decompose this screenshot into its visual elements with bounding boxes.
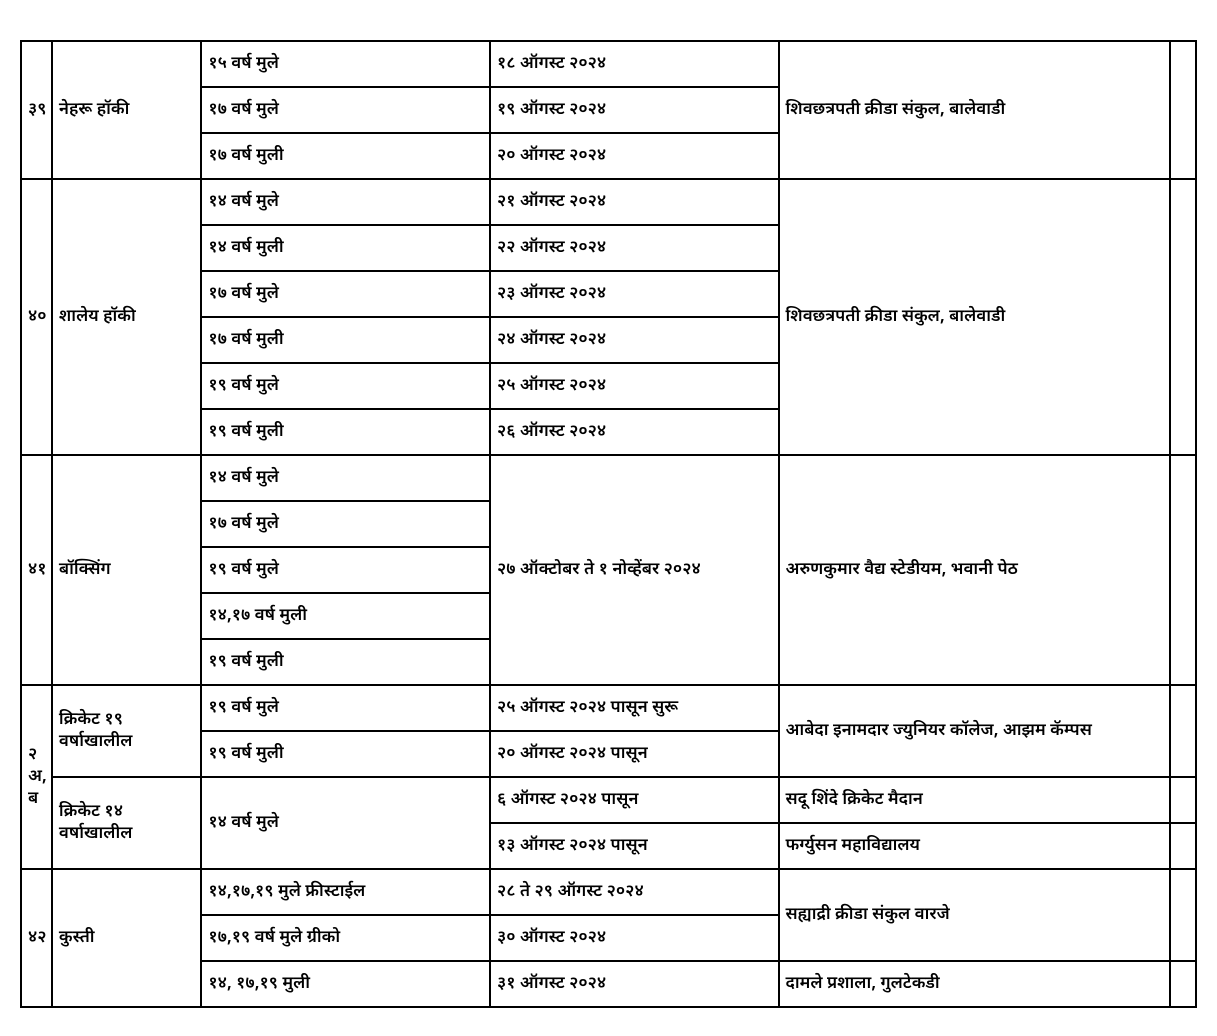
date-cell: ३१ ऑगस्ट २०२४ (490, 961, 779, 1007)
date-cell: २२ ऑगस्ट २०२४ (490, 225, 779, 271)
extra-cell (1170, 455, 1196, 685)
date-cell: २३ ऑगस्ट २०२४ (490, 271, 779, 317)
sport-cell: बॉक्सिंग (52, 455, 201, 685)
age-cell: १९ वर्ष मुले (201, 547, 490, 593)
age-cell: १९ वर्ष मुली (201, 731, 490, 777)
age-cell: १४ वर्ष मुले (201, 455, 490, 501)
venue-cell: शिवछत्रपती क्रीडा संकुल, बालेवाडी (779, 179, 1171, 455)
date-cell: १८ ऑगस्ट २०२४ (490, 41, 779, 87)
venue-cell: सदू शिंदे क्रिकेट मैदान (779, 777, 1171, 823)
age-cell: १९ वर्ष मुले (201, 363, 490, 409)
date-cell: २८ ते २९ ऑगस्ट २०२४ (490, 869, 779, 915)
sr-cell: २ अ, ब (21, 685, 52, 869)
table-row: क्रिकेट १४ वर्षाखालील १४ वर्ष मुले ६ ऑगस… (21, 777, 1196, 823)
extra-cell (1170, 961, 1196, 1007)
age-cell: १४, १७,१९ मुली (201, 961, 490, 1007)
venue-cell: फर्ग्युसन महाविद्यालय (779, 823, 1171, 869)
date-cell: २१ ऑगस्ट २०२४ (490, 179, 779, 225)
sr-cell: ४१ (21, 455, 52, 685)
sr-cell: ३९ (21, 41, 52, 179)
age-cell: १९ वर्ष मुली (201, 639, 490, 685)
age-cell: १४,१७ वर्ष मुली (201, 593, 490, 639)
sport-cell: क्रिकेट १९ वर्षाखालील (52, 685, 201, 777)
age-cell: १९ वर्ष मुली (201, 409, 490, 455)
venue-cell: सह्याद्री क्रीडा संकुल वारजे (779, 869, 1171, 961)
schedule-table-wrap: ३९ नेहरू हॉकी १५ वर्ष मुले १८ ऑगस्ट २०२४… (20, 40, 1197, 1008)
table-body: ३९ नेहरू हॉकी १५ वर्ष मुले १८ ऑगस्ट २०२४… (21, 41, 1196, 1007)
sr-cell: ४२ (21, 869, 52, 1007)
date-cell: २४ ऑगस्ट २०२४ (490, 317, 779, 363)
date-cell: २५ ऑगस्ट २०२४ पासून सुरू (490, 685, 779, 731)
venue-cell: अरुणकुमार वैद्य स्टेडीयम, भवानी पेठ (779, 455, 1171, 685)
age-cell: १४,१७,१९ मुले फ्रीस्टाईल (201, 869, 490, 915)
sport-cell: कुस्ती (52, 869, 201, 1007)
date-cell: २५ ऑगस्ट २०२४ (490, 363, 779, 409)
age-cell: १७ वर्ष मुले (201, 501, 490, 547)
sport-cell: नेहरू हॉकी (52, 41, 201, 179)
sport-cell: शालेय हॉकी (52, 179, 201, 455)
venue-cell: आबेदा इनामदार ज्युनियर कॉलेज, आझम कॅम्पस (779, 685, 1171, 777)
table-row: २ अ, ब क्रिकेट १९ वर्षाखालील १९ वर्ष मुल… (21, 685, 1196, 731)
age-cell: १४ वर्ष मुले (201, 179, 490, 225)
date-cell: २० ऑगस्ट २०२४ पासून (490, 731, 779, 777)
extra-cell (1170, 869, 1196, 961)
date-cell: १९ ऑगस्ट २०२४ (490, 87, 779, 133)
date-cell: २६ ऑगस्ट २०२४ (490, 409, 779, 455)
age-cell: १७ वर्ष मुले (201, 271, 490, 317)
sr-cell: ४० (21, 179, 52, 455)
date-cell: ६ ऑगस्ट २०२४ पासून (490, 777, 779, 823)
extra-cell (1170, 823, 1196, 869)
extra-cell (1170, 777, 1196, 823)
sport-cell: क्रिकेट १४ वर्षाखालील (52, 777, 201, 869)
date-cell: २७ ऑक्टोबर ते १ नोव्हेंबर २०२४ (490, 455, 779, 685)
extra-cell (1170, 179, 1196, 455)
schedule-table: ३९ नेहरू हॉकी १५ वर्ष मुले १८ ऑगस्ट २०२४… (20, 40, 1197, 1008)
venue-cell: दामले प्रशाला, गुलटेकडी (779, 961, 1171, 1007)
table-row: ४१ बॉक्सिंग १४ वर्ष मुले २७ ऑक्टोबर ते १… (21, 455, 1196, 501)
date-cell: १३ ऑगस्ट २०२४ पासून (490, 823, 779, 869)
age-cell: १७ वर्ष मुली (201, 133, 490, 179)
age-cell: १७ वर्ष मुली (201, 317, 490, 363)
venue-cell: शिवछत्रपती क्रीडा संकुल, बालेवाडी (779, 41, 1171, 179)
table-row: ४० शालेय हॉकी १४ वर्ष मुले २१ ऑगस्ट २०२४… (21, 179, 1196, 225)
age-cell: १५ वर्ष मुले (201, 41, 490, 87)
age-cell: १९ वर्ष मुले (201, 685, 490, 731)
date-cell: ३० ऑगस्ट २०२४ (490, 915, 779, 961)
table-row: ३९ नेहरू हॉकी १५ वर्ष मुले १८ ऑगस्ट २०२४… (21, 41, 1196, 87)
age-cell: १७,१९ वर्ष मुले ग्रीको (201, 915, 490, 961)
extra-cell (1170, 685, 1196, 777)
date-cell: २० ऑगस्ट २०२४ (490, 133, 779, 179)
age-cell: १७ वर्ष मुले (201, 87, 490, 133)
age-cell: १४ वर्ष मुले (201, 777, 490, 869)
extra-cell (1170, 41, 1196, 179)
table-row: ४२ कुस्ती १४,१७,१९ मुले फ्रीस्टाईल २८ ते… (21, 869, 1196, 915)
age-cell: १४ वर्ष मुली (201, 225, 490, 271)
